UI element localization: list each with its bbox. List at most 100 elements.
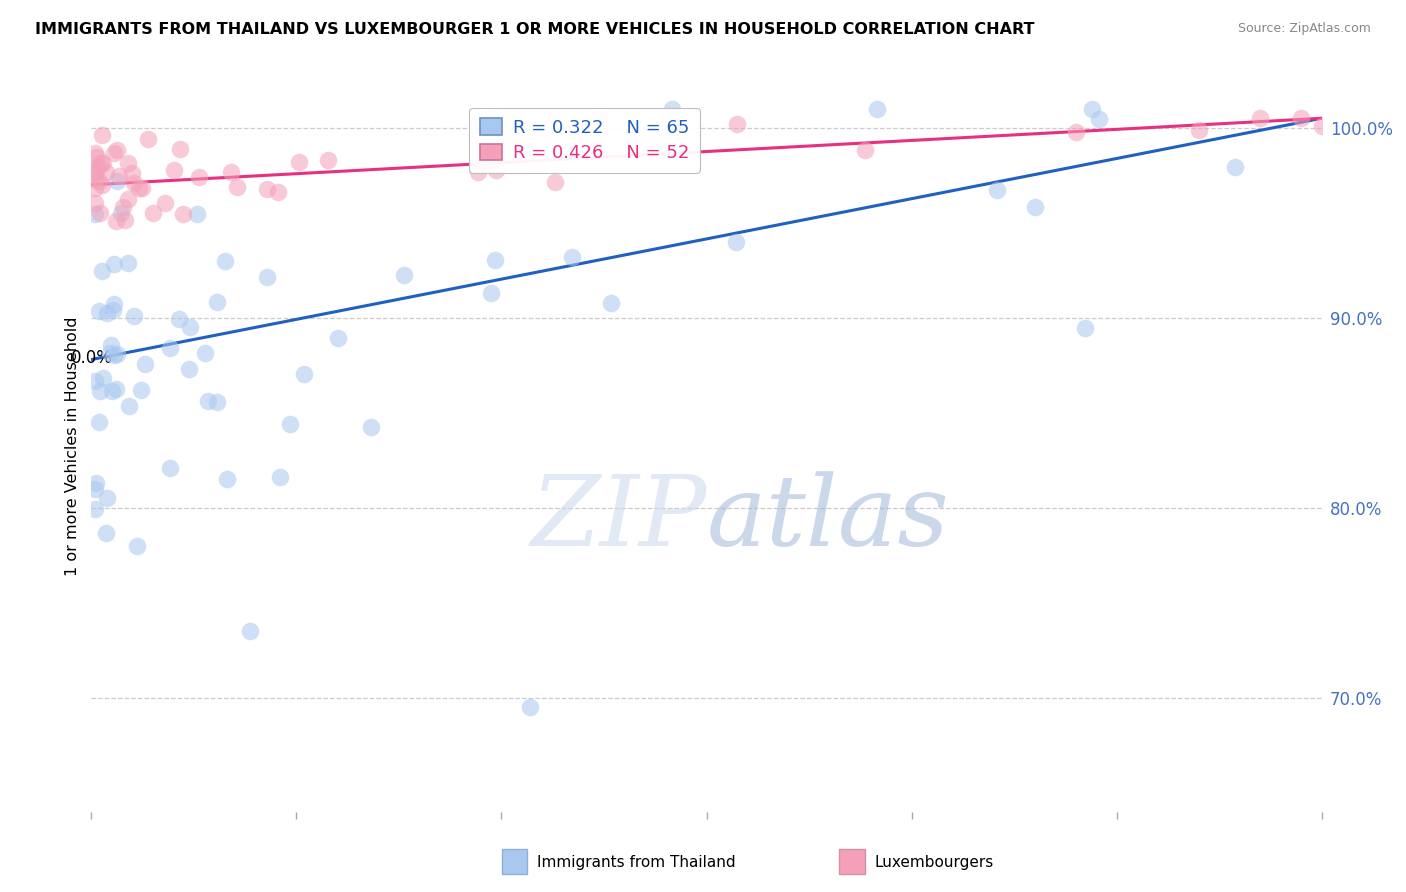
Point	[239, 624, 262, 639]
Point	[215, 472, 238, 486]
Point	[986, 183, 1008, 197]
Point	[159, 461, 181, 475]
Point	[105, 347, 128, 361]
Point	[90, 263, 112, 277]
Text: 0.0%: 0.0%	[70, 350, 112, 368]
Point	[103, 348, 125, 362]
Text: Immigrants from Thailand: Immigrants from Thailand	[537, 855, 735, 870]
Point	[267, 185, 290, 199]
Text: ZIP: ZIP	[530, 472, 706, 566]
Point	[89, 384, 111, 398]
Point	[589, 112, 612, 126]
Point	[121, 167, 143, 181]
Point	[179, 320, 201, 334]
Point	[84, 181, 107, 195]
Point	[153, 196, 176, 211]
Point	[91, 156, 114, 170]
Point	[136, 131, 159, 145]
Point	[96, 165, 118, 179]
Point	[725, 117, 748, 131]
Point	[131, 181, 153, 195]
Text: atlas: atlas	[706, 472, 949, 566]
Point	[1249, 112, 1271, 126]
Point	[91, 178, 114, 192]
Point	[724, 235, 747, 249]
Point	[186, 207, 208, 221]
Point	[96, 526, 118, 541]
Point	[219, 165, 242, 179]
Point	[101, 302, 124, 317]
Point	[105, 143, 128, 157]
Point	[544, 175, 567, 189]
Point	[86, 150, 108, 164]
Point	[392, 268, 415, 283]
Point	[84, 482, 107, 496]
Point	[326, 331, 349, 345]
Point	[225, 180, 247, 194]
Point	[84, 165, 107, 179]
Point	[169, 142, 191, 156]
Point	[1289, 112, 1312, 126]
Point	[108, 169, 131, 183]
Point	[214, 254, 236, 268]
Point	[167, 311, 190, 326]
Point	[197, 394, 219, 409]
Point	[117, 156, 139, 170]
Point	[519, 700, 541, 714]
Point	[117, 192, 139, 206]
Point	[118, 399, 141, 413]
Point	[288, 155, 311, 169]
Point	[661, 102, 683, 116]
Text: Source: ZipAtlas.com: Source: ZipAtlas.com	[1237, 22, 1371, 36]
Point	[163, 163, 186, 178]
Point	[89, 303, 111, 318]
Point	[1081, 102, 1104, 116]
Point	[360, 420, 382, 434]
Point	[269, 469, 291, 483]
Point	[87, 415, 110, 429]
Point	[91, 371, 114, 385]
Point	[84, 501, 107, 516]
Point	[96, 306, 118, 320]
Point	[256, 182, 278, 196]
Point	[90, 128, 112, 143]
Point	[125, 539, 148, 553]
Point	[84, 145, 107, 160]
Point	[110, 205, 132, 219]
Point	[205, 295, 228, 310]
Point	[278, 417, 301, 431]
Point	[87, 160, 110, 174]
Point	[103, 145, 125, 160]
Point	[1024, 200, 1046, 214]
Legend: R = 0.322    N = 65, R = 0.426    N = 52: R = 0.322 N = 65, R = 0.426 N = 52	[470, 108, 700, 173]
Point	[84, 374, 107, 388]
Point	[1073, 320, 1095, 334]
Point	[1088, 112, 1111, 126]
Point	[142, 206, 165, 220]
Point	[84, 163, 107, 178]
Point	[172, 207, 194, 221]
Point	[194, 345, 217, 359]
Text: IMMIGRANTS FROM THAILAND VS LUXEMBOURGER 1 OR MORE VEHICLES IN HOUSEHOLD CORRELA: IMMIGRANTS FROM THAILAND VS LUXEMBOURGER…	[35, 22, 1035, 37]
Point	[122, 177, 145, 191]
Point	[111, 200, 134, 214]
Text: Luxembourgers: Luxembourgers	[875, 855, 994, 870]
Point	[318, 153, 340, 168]
Point	[256, 269, 278, 284]
Point	[177, 361, 200, 376]
Point	[188, 169, 211, 184]
Point	[107, 174, 129, 188]
Point	[89, 206, 111, 220]
Point	[103, 256, 125, 270]
Point	[479, 285, 502, 300]
Point	[205, 395, 228, 409]
Point	[90, 155, 112, 169]
Point	[482, 110, 505, 124]
Point	[117, 256, 139, 270]
Point	[1310, 119, 1333, 133]
Point	[114, 212, 136, 227]
Point	[104, 383, 127, 397]
Point	[484, 253, 506, 268]
Point	[561, 250, 583, 264]
Point	[467, 165, 489, 179]
